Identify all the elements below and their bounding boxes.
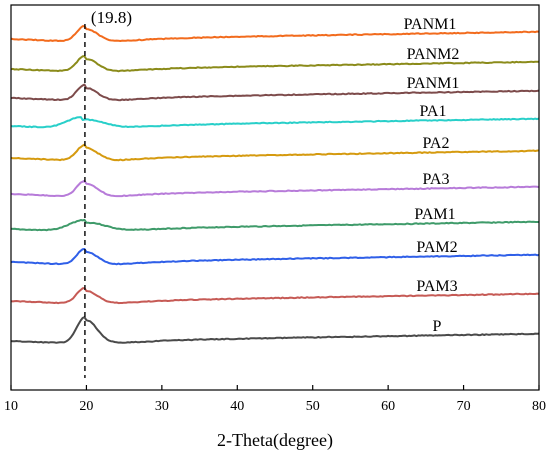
series-label-pa2: PA2 bbox=[423, 135, 450, 152]
series-label-p: P bbox=[433, 318, 442, 335]
series-label-pam1: PAM1 bbox=[414, 206, 455, 223]
series-label-pam2: PAM2 bbox=[416, 239, 457, 256]
x-tick-label: 60 bbox=[381, 399, 395, 414]
series-labels: PANM1 PANM2 PANM1 PA1 PA2 PA3 PAM1 PAM2 PAM3 P bbox=[404, 16, 460, 335]
series-label-pa1: PA1 bbox=[420, 103, 447, 120]
series-line-panm2 bbox=[10, 55, 539, 73]
x-tick-label: 70 bbox=[457, 399, 471, 414]
peak-annotation: (19.8) bbox=[91, 8, 132, 27]
x-tick-label: 40 bbox=[230, 399, 244, 414]
series-traces bbox=[10, 25, 540, 344]
x-axis-label: 2-Theta(degree) bbox=[217, 430, 333, 451]
series-line-pam3 bbox=[10, 287, 540, 305]
series-line-p bbox=[10, 316, 540, 344]
series-line-pa3 bbox=[10, 179, 540, 198]
series-line-pam2 bbox=[10, 248, 540, 266]
x-axis-ticks: 10 20 30 40 50 60 70 80 bbox=[4, 385, 546, 414]
series-line-pa2 bbox=[10, 143, 540, 162]
x-tick-label: 20 bbox=[79, 399, 93, 414]
series-label-panm1: PANM1 bbox=[407, 75, 460, 92]
x-tick-label: 80 bbox=[532, 399, 546, 414]
series-line-pam1 bbox=[10, 218, 539, 232]
series-label-panm1: PANM1 bbox=[404, 16, 457, 33]
series-label-pam3: PAM3 bbox=[416, 278, 457, 295]
x-tick-label: 30 bbox=[155, 399, 169, 414]
series-line-panm1 bbox=[10, 25, 540, 42]
x-tick-label: 10 bbox=[4, 399, 18, 414]
series-label-panm2: PANM2 bbox=[407, 46, 460, 63]
series-label-pa3: PA3 bbox=[423, 171, 450, 188]
x-tick-label: 50 bbox=[306, 399, 320, 414]
plot-frame bbox=[10, 4, 540, 391]
series-line-panm1 bbox=[10, 83, 540, 102]
series-line-pa1 bbox=[10, 116, 540, 129]
